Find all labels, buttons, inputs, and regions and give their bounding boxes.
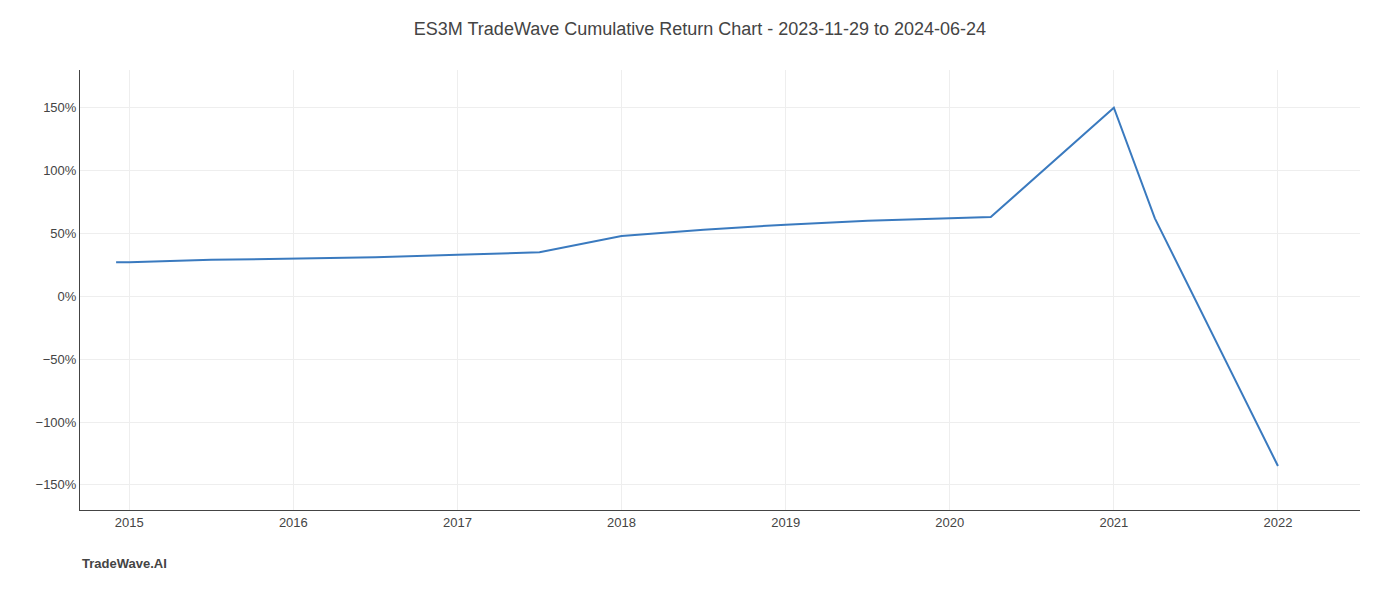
svg-text:2022: 2022 [1263, 515, 1292, 530]
svg-text:0%: 0% [58, 289, 77, 304]
svg-text:2018: 2018 [607, 515, 636, 530]
svg-text:2020: 2020 [935, 515, 964, 530]
svg-text:50%: 50% [50, 226, 76, 241]
svg-text:100%: 100% [43, 163, 77, 178]
svg-text:150%: 150% [43, 100, 77, 115]
svg-text:ES3M TradeWave Cumulative Retu: ES3M TradeWave Cumulative Return Chart -… [414, 19, 986, 39]
svg-text:TradeWave.AI: TradeWave.AI [82, 556, 167, 571]
svg-text:2016: 2016 [279, 515, 308, 530]
svg-text:−150%: −150% [36, 477, 77, 492]
svg-text:−50%: −50% [43, 352, 77, 367]
svg-text:2015: 2015 [115, 515, 144, 530]
svg-text:−100%: −100% [36, 415, 77, 430]
svg-text:2019: 2019 [771, 515, 800, 530]
svg-text:2021: 2021 [1099, 515, 1128, 530]
svg-text:2017: 2017 [443, 515, 472, 530]
